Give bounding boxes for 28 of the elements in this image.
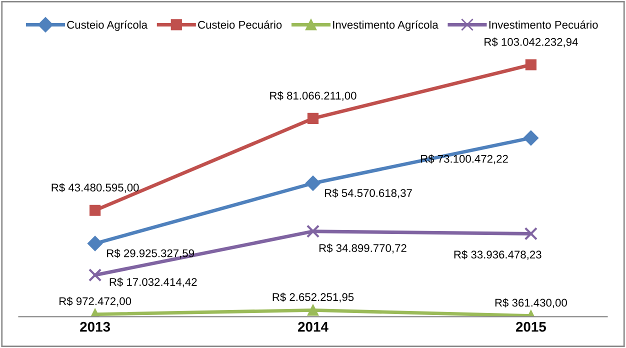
data-label: R$ 34.899.770,72	[319, 244, 406, 254]
point	[305, 176, 321, 191]
data-label: R$ 43.480.595,00	[52, 183, 139, 193]
x-tick-label: 2013	[80, 322, 110, 332]
legend-label: Investimento Pecuário	[489, 20, 598, 29]
point	[307, 112, 319, 124]
point	[525, 59, 536, 70]
data-label: R$ 54.570.618,37	[325, 188, 412, 198]
point	[306, 224, 320, 238]
legend-label: Custeio Agrícola	[67, 20, 148, 31]
data-label: R$ 81.066.211,00	[270, 91, 356, 101]
data-label: R$ 29.925.327,59	[107, 248, 194, 259]
data-label: R$ 2.652.251,95	[272, 292, 354, 302]
point	[88, 268, 102, 282]
legend-label: Investimento Agrícola	[333, 20, 438, 31]
legend-label: Custeio Pecuário	[198, 20, 282, 29]
point	[524, 227, 538, 240]
x-tick-label: 2015	[516, 322, 546, 332]
point	[523, 130, 539, 146]
data-label: R$ 33.936.478,23	[454, 250, 542, 260]
x-tick-label: 2014	[298, 322, 328, 332]
data-label: R$ 103.042.232,94	[484, 38, 578, 48]
point	[90, 204, 101, 216]
data-label: R$ 17.032.414,42	[110, 278, 197, 288]
point	[307, 304, 319, 316]
point	[87, 236, 103, 252]
data-label: R$ 361.430,00	[495, 298, 567, 308]
data-label: R$ 972.472,00	[60, 296, 132, 306]
